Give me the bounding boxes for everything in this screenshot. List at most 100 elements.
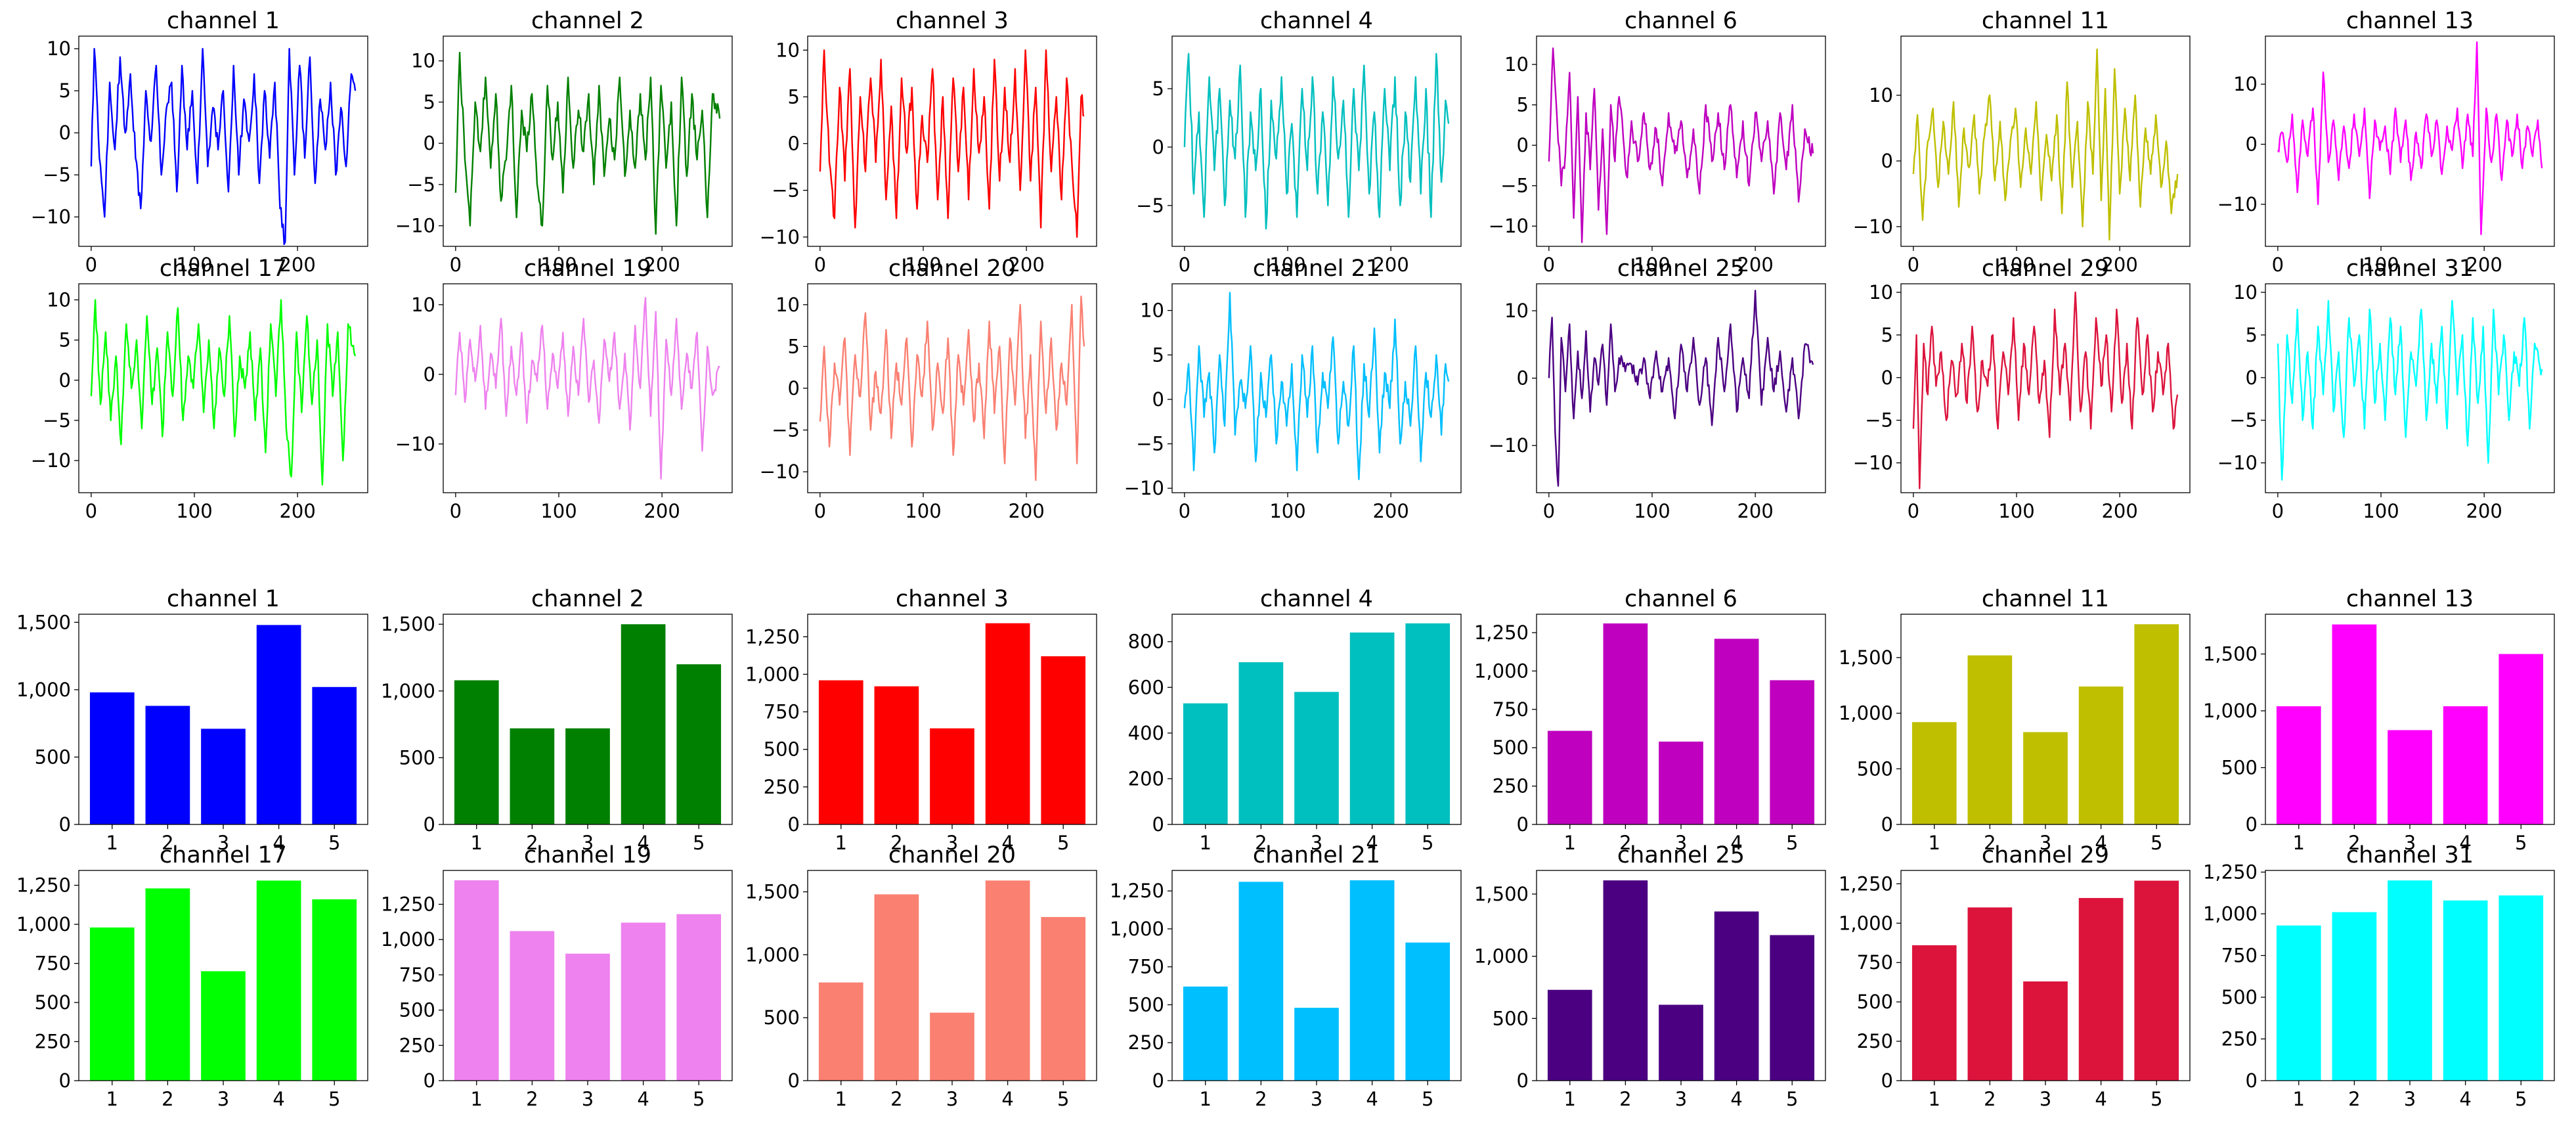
y-tick-label: −10 [1853,215,1893,238]
y-tick-label: 800 [1128,631,1164,653]
line-panel-channel-11: channel 11 0 100 200 −10 0 10 [1853,8,2191,276]
bar-panel-channel-3: channel 3 1 2 3 4 5 0 250 500 750 1,000 1,250 [745,586,1097,854]
bar [2276,706,2321,824]
y-tick-label: 250 [1857,1030,1893,1052]
series-line [90,299,357,485]
x-tick-label: 4 [1001,1088,1013,1110]
x-tick-label: 100 [176,500,212,522]
bar [621,624,666,824]
bar [2332,912,2377,1081]
y-tick-label: 0 [1152,136,1164,158]
plot-frame [807,35,1097,247]
x-tick-label: 200 [1737,500,1773,522]
bar-panel-channel-1: channel 1 1 2 3 4 5 0 500 1,000 1,500 [16,586,368,854]
y-tick-label: 5 [1517,94,1529,116]
x-tick-label: 3 [946,832,958,854]
x-tick-label: 2 [1619,1088,1631,1110]
line-panel-channel-19: channel 19 0 100 200 −10 0 10 [395,256,733,522]
y-tick-label: 1,500 [2203,643,2258,665]
bar [1714,911,1759,1081]
y-tick-label: 0 [2246,813,2258,836]
chart-title: channel 13 [2346,8,2474,34]
plot-frame [443,870,733,1081]
plot-frame [1536,35,1826,247]
y-tick-label: 1,000 [745,663,800,685]
y-tick-label: 0 [788,813,800,836]
chart-title: channel 25 [1617,256,1745,282]
bar-panel-channel-6: channel 6 1 2 3 4 5 0 250 500 750 1,000 1,250 [1474,586,1826,854]
plot-frame [78,35,368,247]
plot-frame [2265,283,2555,493]
x-tick-label: 4 [2459,832,2471,854]
chart-title: channel 1 [167,586,280,612]
y-tick-label: 750 [399,964,435,986]
bar [2023,981,2068,1081]
y-tick-label: 1,000 [2203,700,2258,722]
y-tick-label: 1,250 [381,893,435,916]
bar [1659,1004,1703,1081]
bar-panel-channel-4: channel 4 1 2 3 4 5 0 200 400 600 800 [1128,586,1462,854]
y-tick-label: 500 [399,746,435,769]
x-tick-label: 200 [1737,254,1773,276]
y-tick-label: −10 [760,226,800,248]
x-tick-label: 100 [540,254,577,276]
y-tick-label: −10 [31,449,71,472]
y-tick-label: 0 [59,369,71,392]
plot-frame [2265,35,2555,247]
y-tick-label: 5 [788,85,800,108]
line-panel-channel-2: channel 2 0 100 200 −10 −5 0 5 10 [395,8,733,276]
x-tick-label: 0 [1179,254,1190,276]
bar [676,664,722,824]
x-tick-label: 5 [1057,1088,1069,1110]
y-tick-label: −10 [1489,215,1529,237]
series-line [1912,48,2179,241]
y-tick-label: 10 [411,294,435,316]
bar [1603,880,1648,1081]
y-tick-label: 1,250 [16,874,71,897]
series-line [1912,291,2179,489]
chart-title: channel 21 [1253,256,1380,282]
x-tick-label: 0 [1543,500,1555,522]
chart-title: channel 17 [160,842,287,868]
y-tick-label: 750 [2221,945,2258,967]
plot-frame [2265,614,2555,825]
chart-title: channel 6 [1625,8,1737,34]
x-tick-label: 200 [279,500,315,522]
bar [1294,692,1339,824]
x-tick-label: 5 [1786,1088,1798,1110]
y-tick-label: 1,250 [1110,880,1164,902]
y-tick-label: 1,500 [1839,646,1893,669]
x-tick-label: 0 [450,254,462,276]
bar [1911,722,1957,824]
x-tick-label: 4 [1366,1088,1378,1110]
x-tick-label: 1 [2293,832,2305,854]
y-tick-label: −10 [1489,434,1529,457]
line-panel-channel-13: channel 13 0 100 200 −10 0 10 [2217,8,2555,276]
y-tick-label: −10 [395,215,435,237]
y-tick-label: 250 [1128,1031,1164,1054]
plot-frame [1900,283,2191,493]
y-tick-label: 0 [1517,813,1529,836]
y-tick-label: 0 [59,122,71,144]
y-tick-label: 0 [788,377,800,399]
series-line [1183,53,1450,230]
line-panel-channel-29: channel 29 0 100 200 −10 −5 0 5 10 [1853,256,2191,522]
plot-frame [443,283,733,493]
bar [930,728,974,824]
x-tick-label: 2 [526,832,538,854]
bar [676,914,722,1081]
y-tick-label: 10 [411,50,435,72]
chart-title: channel 4 [1260,586,1373,612]
x-tick-label: 4 [1366,832,1378,854]
y-tick-label: 10 [1869,84,1893,106]
series-line [454,51,721,235]
y-tick-label: 1,000 [1474,660,1529,682]
x-tick-label: 2 [1255,832,1267,854]
bar [818,680,863,824]
x-tick-label: 3 [2404,1088,2416,1110]
x-tick-label: 100 [1269,500,1305,522]
plot-frame [443,614,733,825]
x-tick-label: 0 [1908,500,1919,522]
x-tick-label: 3 [582,832,594,854]
bar-panel-channel-19: channel 19 1 2 3 4 5 0 250 500 750 1,000 1,250 [381,842,733,1110]
